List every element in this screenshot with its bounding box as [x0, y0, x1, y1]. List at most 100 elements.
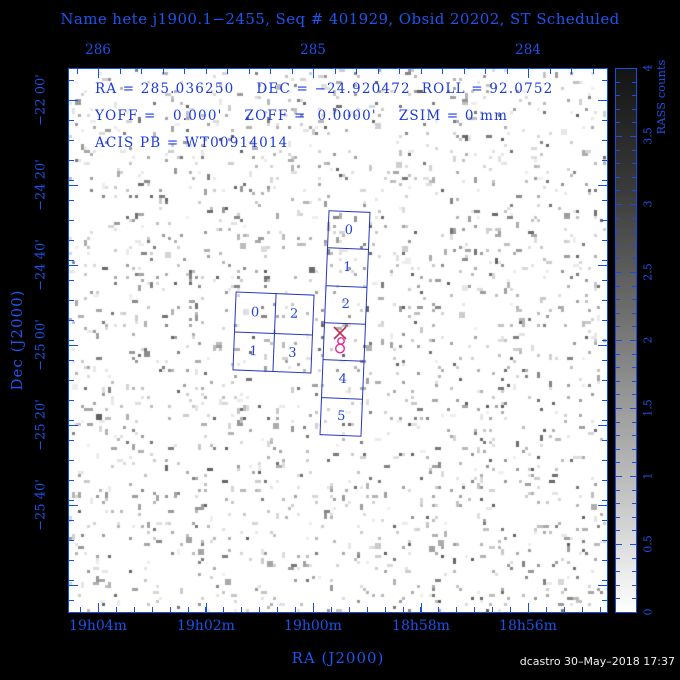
tick-mark — [420, 69, 422, 74]
tick-mark — [632, 367, 636, 369]
tick-mark — [632, 435, 636, 437]
tick-mark — [616, 108, 620, 110]
tick-mark — [616, 544, 622, 545]
tick-mark — [632, 149, 636, 151]
tick-mark — [602, 580, 607, 581]
tick-mark — [545, 607, 547, 612]
x-bottom-tick-label: 19h00m — [284, 618, 342, 634]
tick-mark — [581, 607, 583, 612]
tick-mark — [98, 69, 99, 78]
tick-mark — [632, 95, 636, 97]
x-top-tick-label: 286 — [85, 42, 111, 58]
tick-mark — [630, 408, 636, 409]
tick-mark — [616, 312, 620, 314]
tick-mark — [616, 598, 620, 600]
tick-mark — [313, 69, 314, 78]
tick-mark — [602, 460, 607, 461]
tick-mark — [616, 380, 620, 382]
observation-title: Name hete j1900.1−2455, Seq # 401929, Ob… — [60, 10, 620, 28]
sky-plot-frame — [68, 68, 608, 613]
tick-mark — [616, 462, 620, 464]
colorbar-tick-label: 1.5 — [641, 399, 655, 417]
tick-mark — [598, 185, 607, 186]
tick-mark — [632, 353, 636, 355]
colorbar-tick-label: 1 — [641, 472, 655, 480]
tick-mark — [69, 600, 74, 601]
tick-mark — [598, 425, 607, 426]
tick-mark — [187, 607, 189, 612]
tick-mark — [616, 231, 620, 233]
tick-mark — [69, 520, 74, 521]
tick-mark — [259, 607, 261, 612]
x-top-tick-label: 285 — [300, 42, 326, 58]
tick-mark — [632, 231, 636, 233]
tick-mark — [69, 420, 74, 421]
tick-mark — [602, 480, 607, 481]
tick-mark — [69, 505, 78, 506]
tick-mark — [69, 180, 74, 181]
tick-mark — [630, 476, 636, 477]
tick-mark — [632, 122, 636, 124]
tick-mark — [616, 421, 620, 423]
tick-mark — [632, 312, 636, 314]
tick-mark — [632, 258, 636, 260]
tick-mark — [616, 503, 620, 505]
tick-mark — [632, 299, 636, 301]
y-axis-label: Dec (J2000) — [8, 289, 26, 391]
tick-mark — [632, 190, 636, 192]
tick-mark — [632, 217, 636, 219]
tick-mark — [549, 69, 551, 74]
tick-mark — [616, 176, 620, 178]
tick-mark — [474, 607, 476, 612]
tick-mark — [616, 136, 622, 137]
tick-mark — [602, 120, 607, 121]
tick-mark — [313, 603, 314, 612]
y-left-tick-label: −24 40' — [33, 239, 49, 291]
tick-mark — [592, 69, 594, 74]
tick-mark — [506, 69, 508, 74]
tick-mark — [602, 340, 607, 341]
tick-mark — [69, 585, 78, 586]
tick-mark — [69, 300, 74, 301]
tick-mark — [151, 607, 153, 612]
tick-mark — [69, 480, 74, 481]
tick-mark — [616, 489, 620, 491]
colorbar-tick-label: 3.5 — [641, 127, 655, 145]
tick-mark — [630, 340, 636, 341]
tick-mark — [602, 320, 607, 321]
tick-mark — [76, 69, 78, 74]
tick-mark — [69, 400, 74, 401]
tick-mark — [632, 244, 636, 246]
tick-mark — [69, 460, 74, 461]
tick-mark — [616, 476, 622, 477]
tick-mark — [119, 69, 121, 74]
tick-mark — [421, 603, 422, 612]
tick-mark — [206, 603, 207, 612]
tick-mark — [69, 340, 74, 341]
tick-mark — [616, 435, 620, 437]
tick-mark — [442, 69, 443, 74]
tick-mark — [602, 300, 607, 301]
tick-mark — [69, 220, 74, 221]
tick-mark — [69, 185, 78, 186]
pointing-info-line1: RA = 285.036250 DEC = −24.920472 ROLL = … — [95, 81, 554, 97]
tick-mark — [616, 244, 620, 246]
tick-mark — [456, 607, 458, 612]
tick-mark — [602, 600, 607, 601]
x-axis-label: RA (J2000) — [291, 649, 385, 667]
tick-mark — [115, 607, 117, 612]
tick-mark — [528, 603, 529, 612]
tick-mark — [602, 180, 607, 181]
tick-mark — [602, 260, 607, 261]
tick-mark — [632, 394, 636, 396]
tick-mark — [602, 420, 607, 421]
acis-s-chip: 2 — [325, 284, 367, 324]
tick-mark — [602, 200, 607, 201]
tick-mark — [602, 500, 607, 501]
tick-mark — [598, 585, 607, 586]
tick-mark — [69, 260, 74, 261]
tick-mark — [141, 69, 142, 74]
tick-mark — [348, 607, 350, 612]
tick-mark — [330, 607, 332, 612]
tick-mark — [377, 69, 379, 74]
